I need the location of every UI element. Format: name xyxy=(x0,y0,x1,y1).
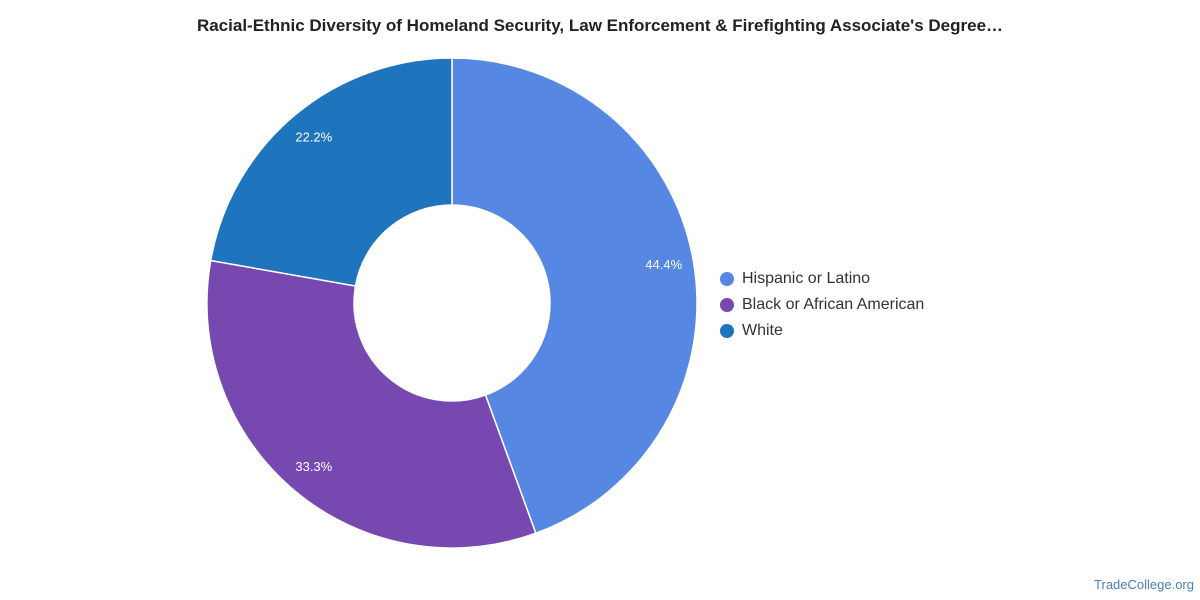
legend-label: Hispanic or Latino xyxy=(742,270,871,287)
data-label: 33.3% xyxy=(295,459,332,474)
chart-title: Racial-Ethnic Diversity of Homeland Secu… xyxy=(196,16,1004,35)
legend-label: White xyxy=(742,322,783,339)
donut-slice-black-or-african-american[interactable] xyxy=(206,259,537,549)
slice-group xyxy=(206,57,698,549)
data-label: 44.4% xyxy=(645,257,682,272)
data-label: 22.2% xyxy=(295,130,332,145)
data-label-group: 44.4% 33.3% 22.2% xyxy=(295,130,682,474)
legend-swatch xyxy=(720,324,734,338)
donut-slice-white[interactable] xyxy=(209,57,453,287)
donut-slice-hispanic-or-latino[interactable] xyxy=(451,57,698,535)
legend: Hispanic or Latino Black or African Amer… xyxy=(720,266,924,344)
legend-item-black-or-african-american[interactable]: Black or African American xyxy=(720,292,924,318)
legend-swatch xyxy=(720,272,734,286)
legend-label: Black or African American xyxy=(742,296,925,313)
legend-item-hispanic-or-latino[interactable]: Hispanic or Latino xyxy=(720,266,924,292)
legend-item-white[interactable]: White xyxy=(720,318,924,344)
legend-swatch xyxy=(720,298,734,312)
source-credit[interactable]: TradeCollege.org xyxy=(1094,577,1194,592)
